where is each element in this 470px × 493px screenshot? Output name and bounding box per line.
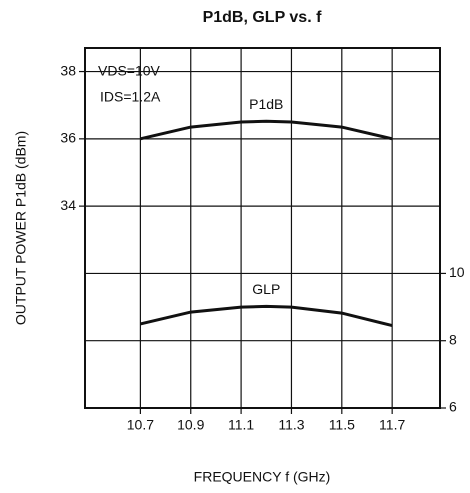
y2-tick-label: 6 <box>449 399 457 415</box>
series-line <box>140 304 393 328</box>
chart-title: P1dB, GLP vs. f <box>203 9 323 26</box>
x-axis-label: FREQUENCY f (GHz) <box>194 469 331 485</box>
x-tick-label: 11.1 <box>228 417 254 433</box>
x-tick-label: 11.3 <box>278 417 304 433</box>
x-tick-label: 10.7 <box>127 417 154 433</box>
y2-tick-label: 10 <box>449 264 465 280</box>
series-label: P1dB <box>249 96 283 112</box>
y-tick-label: 38 <box>60 62 76 78</box>
y2-tick-label: 8 <box>449 331 457 347</box>
annotation: VDS=10V <box>98 63 161 79</box>
x-tick-label: 11.5 <box>329 417 355 433</box>
series-line <box>140 119 393 141</box>
y-tick-label: 34 <box>60 197 76 213</box>
series-label: GLP <box>252 281 280 297</box>
x-tick-label: 10.9 <box>177 417 204 433</box>
x-tick-label: 11.7 <box>379 417 405 433</box>
y-axis-label: OUTPUT POWER P1dB (dBm) <box>13 131 29 325</box>
y-tick-label: 36 <box>60 130 76 146</box>
annotation: IDS=1.2A <box>100 89 161 105</box>
